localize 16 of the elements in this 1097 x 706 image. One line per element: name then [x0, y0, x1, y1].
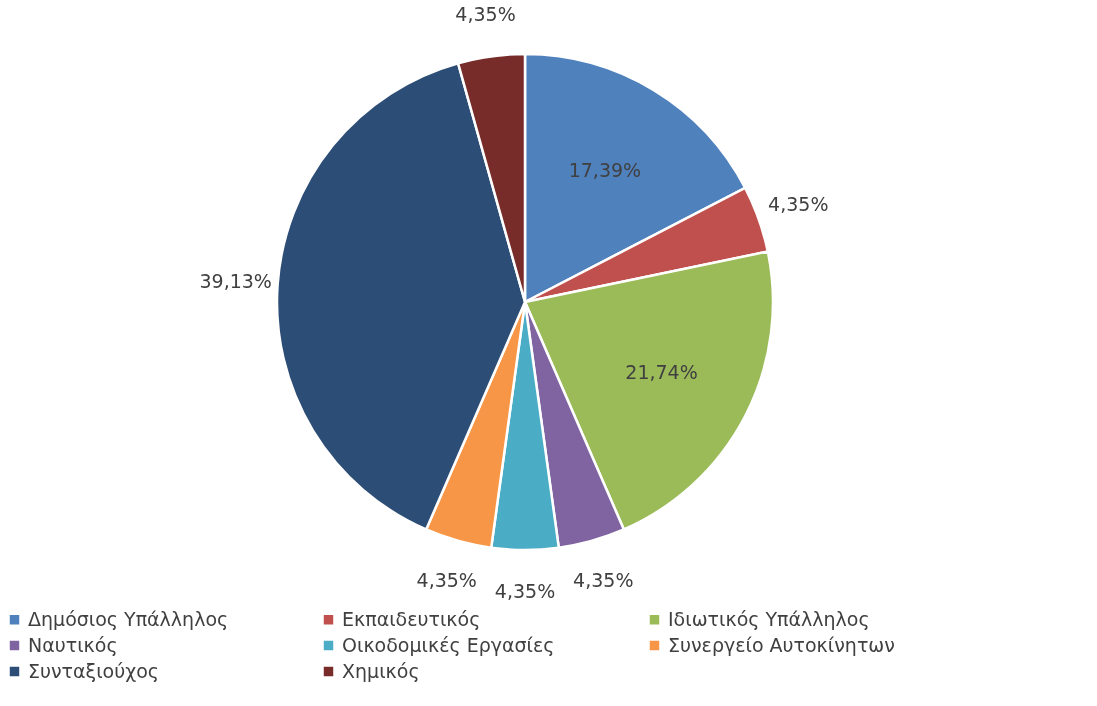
- legend-label: Χημικός: [342, 659, 420, 682]
- data-label: 39,13%: [199, 270, 272, 293]
- data-label: 21,74%: [625, 360, 698, 383]
- data-label: 17,39%: [568, 158, 642, 181]
- data-label: 4,35%: [494, 580, 556, 602]
- data-label: 4,35%: [573, 569, 634, 592]
- legend-label: Οικοδομικές Εργασίες: [342, 633, 555, 656]
- legend-label: Συνταξιούχος: [28, 659, 159, 682]
- data-label: 4,35%: [768, 192, 829, 215]
- legend-label: Εκπαιδευτικός: [342, 607, 481, 630]
- legend-label: Δημόσιος Υπάλληλος: [28, 607, 229, 630]
- data-label: 4,35%: [416, 569, 477, 592]
- legend-label: Ιδιωτικός Υπάλληλος: [668, 607, 870, 630]
- legend-label: Συνεργείο Αυτοκίνητων: [668, 633, 895, 656]
- legend-label: Ναυτικός: [28, 633, 118, 656]
- data-label: 4,35%: [455, 2, 516, 25]
